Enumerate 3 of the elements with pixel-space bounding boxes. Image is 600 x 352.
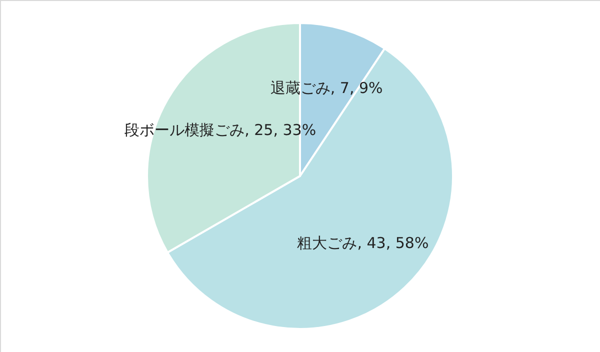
slice-label: 粗大ごみ, 43, 58%	[297, 234, 429, 252]
slice-label: 段ボール模擬ごみ, 25, 33%	[124, 121, 316, 139]
slice-label: 退蔵ごみ, 7, 9%	[270, 78, 383, 97]
